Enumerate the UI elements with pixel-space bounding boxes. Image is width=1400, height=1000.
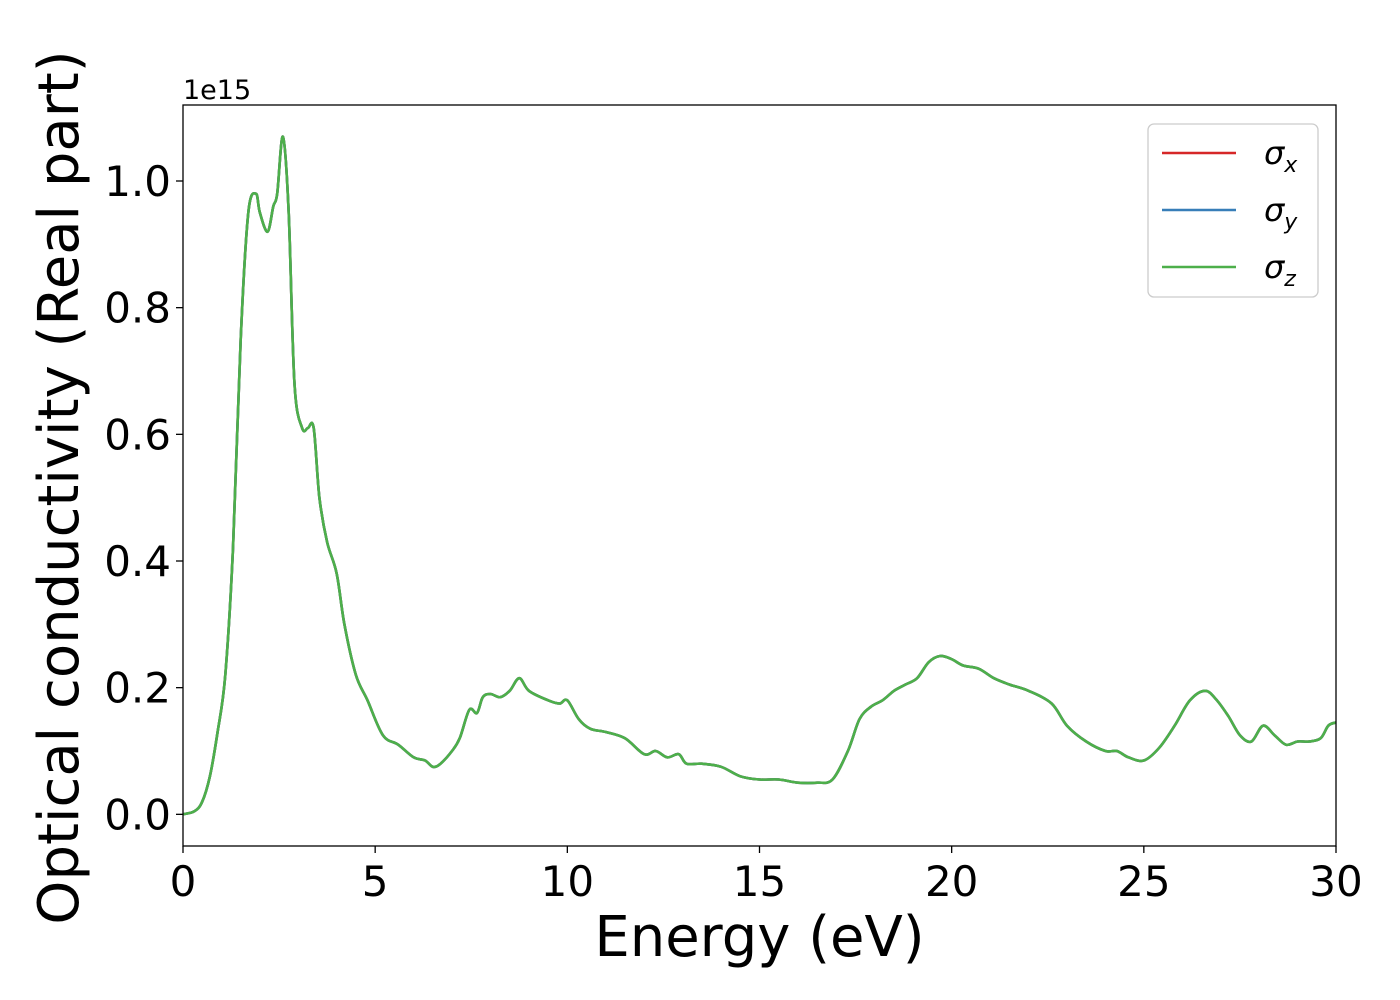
x-tick-label: 20 [925, 857, 978, 906]
x-tick-label: 30 [1309, 857, 1362, 906]
x-axis-ticks: 0 5 10 15 20 25 30 [170, 846, 1363, 906]
x-tick-label: 5 [362, 857, 389, 906]
y-axis-ticks: 0.0 0.2 0.4 0.6 0.8 1.0 [104, 157, 183, 839]
y-tick-label: 0.0 [104, 790, 171, 839]
series-line-z [183, 135, 1336, 816]
y-axis-label: Optical conductivity (Real part) [27, 50, 92, 924]
legend-item-y: σy [1162, 191, 1298, 235]
y-axis-offset-label: 1e15 [183, 75, 251, 106]
x-tick-label: 10 [541, 857, 594, 906]
x-axis-label: Energy (eV) [594, 905, 924, 970]
y-tick-label: 0.4 [104, 537, 171, 586]
y-tick-label: 1.0 [104, 157, 171, 206]
x-tick-label: 15 [733, 857, 786, 906]
x-tick-label: 25 [1117, 857, 1170, 906]
x-tick-label: 0 [170, 857, 197, 906]
y-tick-label: 0.6 [104, 410, 171, 459]
plot-lines [183, 135, 1336, 816]
y-tick-label: 0.8 [104, 284, 171, 333]
y-tick-label: 0.2 [104, 664, 171, 713]
